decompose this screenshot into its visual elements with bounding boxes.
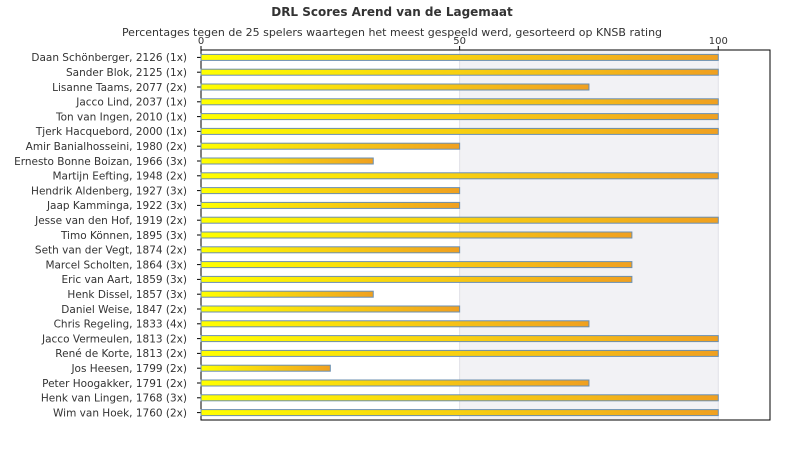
bar	[200, 290, 374, 298]
bar	[200, 364, 331, 372]
category-label: Peter Hoogakker, 1791 (2x)	[42, 378, 187, 390]
category-label: René de Korte, 1813 (2x)	[55, 348, 187, 360]
bar	[200, 201, 461, 209]
category-label: Henk Dissel, 1857 (3x)	[67, 289, 187, 301]
category-label: Daniel Weise, 1847 (2x)	[61, 304, 187, 316]
category-label: Daan Schönberger, 2126 (1x)	[31, 52, 187, 64]
bar	[200, 172, 719, 180]
bar	[200, 53, 719, 61]
category-label: Chris Regeling, 1833 (4x)	[54, 319, 187, 331]
x-tick-label: 0	[198, 36, 204, 47]
bar	[200, 127, 719, 135]
bar	[200, 216, 719, 224]
category-label: Seth van der Vegt, 1874 (2x)	[35, 245, 187, 257]
bar	[200, 231, 633, 239]
bar	[200, 275, 633, 283]
bar	[200, 83, 590, 91]
bar	[200, 187, 461, 195]
category-label: Eric van Aart, 1859 (3x)	[62, 274, 188, 286]
category-label: Ton van Ingen, 2010 (1x)	[55, 111, 187, 123]
bar	[200, 98, 719, 106]
bar	[200, 261, 633, 269]
bar	[200, 394, 719, 402]
chart-subtitle: Percentages tegen de 25 spelers waartege…	[122, 26, 662, 39]
category-label: Jacco Vermeulen, 1813 (2x)	[41, 333, 187, 345]
chart-title: DRL Scores Arend van de Lagemaat	[271, 5, 513, 19]
bar	[200, 320, 590, 328]
category-label: Jos Heesen, 1799 (2x)	[70, 363, 187, 375]
bar	[200, 113, 719, 121]
bar	[200, 246, 461, 254]
category-label: Marcel Scholten, 1864 (3x)	[45, 259, 187, 271]
bar	[200, 349, 719, 357]
category-label: Hendrik Aldenberg, 1927 (3x)	[31, 185, 187, 197]
category-label: Timo Können, 1895 (3x)	[60, 230, 187, 242]
bar	[200, 409, 719, 417]
category-label: Sander Blok, 2125 (1x)	[66, 67, 187, 79]
bar	[200, 335, 719, 343]
bar	[200, 142, 461, 150]
category-label: Ernesto Bonne Boizan, 1966 (3x)	[14, 156, 187, 168]
plot-area: 0 50 100 Daan Schönberger, 2126 (1x) Sander …	[14, 36, 771, 421]
category-label: Jaap Kamminga, 1922 (3x)	[46, 200, 187, 212]
category-label: Tjerk Hacquebord, 2000 (1x)	[35, 126, 187, 138]
category-label: Jesse van den Hof, 1919 (2x)	[34, 215, 187, 227]
bar	[200, 68, 719, 76]
category-label: Wim van Hoek, 1760 (2x)	[53, 407, 187, 419]
bar	[200, 305, 461, 313]
category-label: Martijn Eefting, 1948 (2x)	[52, 171, 187, 183]
x-tick-label: 100	[709, 36, 728, 47]
category-label: Jacco Lind, 2037 (1x)	[75, 97, 187, 109]
category-label: Henk van Lingen, 1768 (3x)	[41, 393, 187, 405]
category-label: Lisanne Taams, 2077 (2x)	[52, 82, 187, 94]
x-tick-label: 50	[453, 36, 466, 47]
bar	[200, 379, 590, 387]
grid-band	[718, 50, 770, 420]
category-label: Amir Banialhosseini, 1980 (2x)	[26, 141, 187, 153]
bar	[200, 157, 374, 165]
